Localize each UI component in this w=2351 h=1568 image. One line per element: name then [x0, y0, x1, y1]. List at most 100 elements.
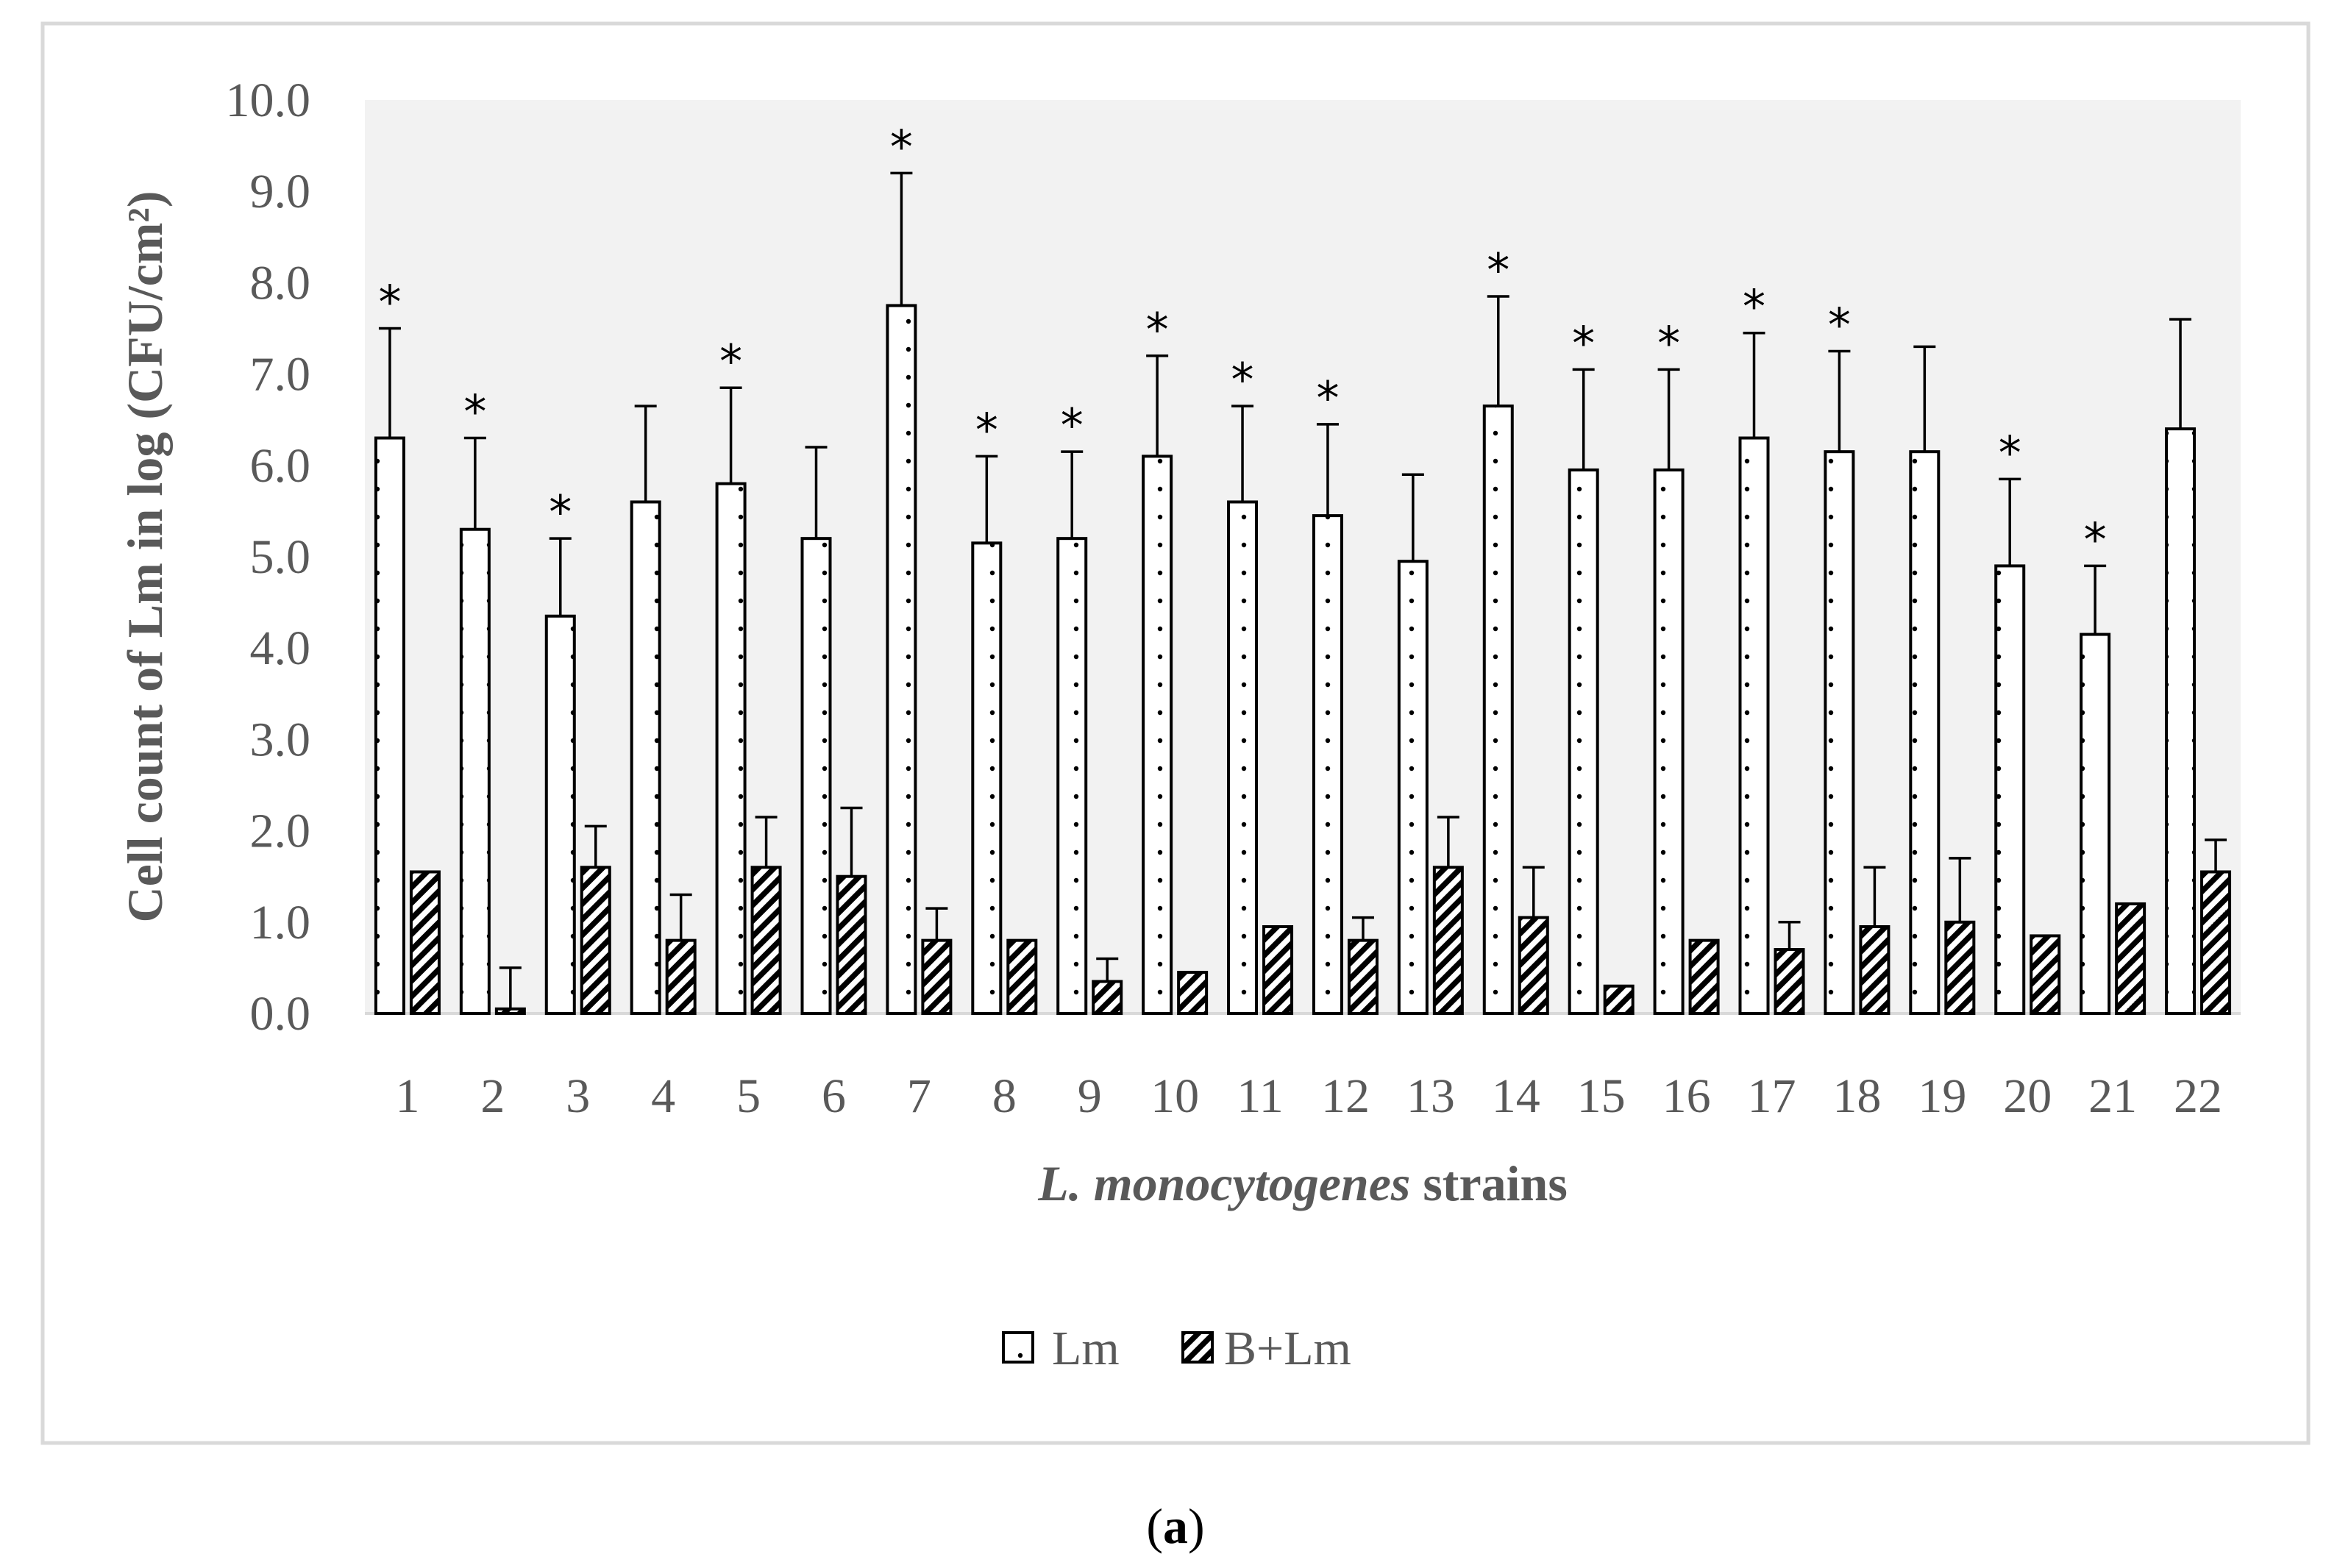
chart-frame: [40, 21, 2311, 1445]
x-axis-ticks: 1 2 3 4 5 6 7 8 9 10 11 12 13 14 15 16 17 18 19 20 21 22: [395, 1069, 2222, 1123]
legend-swatch-lm: [1002, 1331, 1034, 1364]
bar-lm: [886, 304, 917, 1015]
caption-open: (: [1146, 1498, 1163, 1554]
x-tick-label: 15: [1577, 1069, 1626, 1123]
bar-b-lm: [665, 938, 697, 1016]
significance-marker: *: [1828, 299, 1851, 352]
x-tick-label: 18: [1832, 1069, 1881, 1123]
bar-b-lm: [580, 866, 611, 1016]
y-axis-ticks: 0.0 1.0 2.0 3.0 4.0 5.0 6.0 7.0 8.0 9.0 10.0: [226, 74, 311, 1041]
bar-lm: [544, 614, 576, 1015]
significance-marker: *: [975, 403, 998, 457]
bar-b-lm: [1092, 980, 1123, 1016]
bar-b-lm: [1177, 971, 1209, 1015]
x-tick-label: 21: [2088, 1069, 2137, 1123]
x-tick-label: 8: [992, 1069, 1017, 1123]
bar-b-lm: [1262, 925, 1294, 1016]
significance-marker: *: [1061, 399, 1084, 452]
significance-marker: *: [1316, 371, 1339, 425]
bar-b-lm: [1518, 916, 1549, 1015]
figure-caption: (a): [1146, 1498, 1204, 1554]
caption-close: ): [1188, 1498, 1205, 1554]
significance-marker: *: [463, 385, 486, 439]
significance-marker: *: [1146, 303, 1169, 357]
x-axis-title-italic: L. monocytogenes: [1037, 1155, 1410, 1211]
caption-letter: a: [1163, 1498, 1188, 1554]
y-axis-title: Cell count of Lm in log (CFU/cm²): [117, 191, 173, 923]
bar-lm: [1397, 560, 1429, 1015]
x-tick-label: 11: [1237, 1069, 1284, 1123]
x-tick-label: 3: [566, 1069, 590, 1123]
y-tick-label: 6.0: [250, 439, 311, 493]
bar-lm: [1909, 450, 1941, 1015]
y-tick-label: 5.0: [250, 530, 311, 584]
bar-lm: [1312, 514, 1343, 1015]
bar-b-lm: [1603, 984, 1635, 1015]
bar-b-lm: [2030, 934, 2061, 1016]
bar-lm: [1142, 455, 1173, 1015]
x-tick-label: 16: [1662, 1069, 1711, 1123]
x-tick-label: 22: [2174, 1069, 2222, 1123]
bar-b-lm: [1774, 948, 1805, 1016]
y-tick-label: 7.0: [250, 348, 311, 402]
x-tick-label: 2: [480, 1069, 505, 1123]
bar-b-lm: [921, 938, 953, 1016]
x-tick-label: 20: [2003, 1069, 2052, 1123]
y-tick-label: 9.0: [250, 165, 311, 218]
bar-b-lm: [494, 1007, 526, 1016]
bar-b-lm: [1347, 938, 1379, 1016]
bar-lm: [1568, 468, 1599, 1015]
x-tick-label: 10: [1150, 1069, 1199, 1123]
bar-lm: [1994, 564, 2026, 1015]
bar-lm: [715, 482, 747, 1015]
x-tick-label: 19: [1918, 1069, 1966, 1123]
legend-label-b-lm: B+Lm: [1224, 1322, 1351, 1375]
bar-lm: [971, 541, 1003, 1015]
legend-swatch-b-lm: [1181, 1331, 1214, 1364]
significance-marker: *: [890, 120, 913, 174]
bar-lm: [1824, 450, 1855, 1015]
significance-marker: *: [549, 485, 572, 539]
bar-lm: [374, 436, 405, 1015]
x-tick-label: 7: [907, 1069, 931, 1123]
x-tick-label: 4: [651, 1069, 675, 1123]
significance-marker: *: [1487, 243, 1509, 297]
y-tick-label: 1.0: [250, 896, 311, 949]
x-tick-label: 6: [822, 1069, 846, 1123]
y-tick-label: 10.0: [226, 74, 311, 127]
x-tick-label: 1: [395, 1069, 419, 1123]
significance-marker: *: [719, 335, 742, 388]
x-tick-label: 9: [1078, 1069, 1102, 1123]
legend-label-lm: Lm: [1052, 1322, 1120, 1375]
bar-lm: [1482, 405, 1514, 1015]
significance-marker: *: [1657, 316, 1680, 370]
x-tick-label: 13: [1406, 1069, 1455, 1123]
bar-lm: [800, 537, 832, 1015]
bar-lm: [630, 500, 661, 1015]
significance-marker: *: [378, 276, 401, 329]
bar-lm: [1056, 537, 1088, 1015]
bar-b-lm: [1432, 866, 1464, 1016]
bar-lm: [459, 527, 491, 1015]
significance-marker: *: [1572, 316, 1595, 370]
legend: Lm B+Lm: [1002, 1322, 1351, 1375]
bar-b-lm: [1006, 938, 1038, 1016]
bar-lm: [2165, 427, 2197, 1015]
y-tick-label: 8.0: [250, 256, 311, 310]
significance-marker: *: [1231, 353, 1254, 407]
significance-marker: *: [1743, 280, 1765, 334]
x-axis-title-rest: strains: [1410, 1155, 1567, 1211]
y-tick-label: 0.0: [250, 987, 311, 1041]
x-tick-label: 5: [736, 1069, 761, 1123]
bar-b-lm: [1688, 938, 1720, 1016]
bar-lm: [1653, 468, 1685, 1015]
x-axis-title: L. monocytogenes strains: [1037, 1155, 1568, 1211]
bar-b-lm: [836, 874, 867, 1015]
bar-b-lm: [2200, 870, 2232, 1015]
bar-b-lm: [1944, 920, 1976, 1016]
bar-lm: [1738, 436, 1770, 1015]
bar-b-lm: [1859, 925, 1891, 1016]
y-tick-label: 4.0: [250, 621, 311, 675]
y-tick-label: 2.0: [250, 805, 311, 858]
